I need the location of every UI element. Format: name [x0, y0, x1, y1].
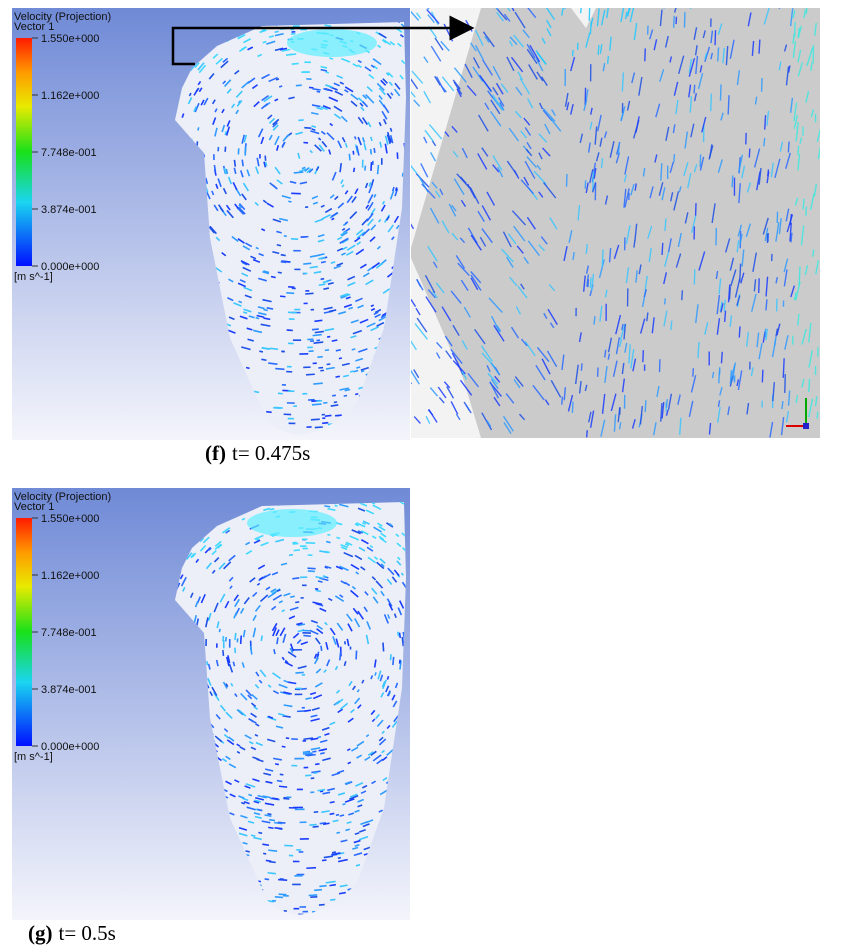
legend-label: 1.162e+000 [41, 90, 99, 102]
legend-subtitle: Vector 1 [14, 501, 54, 513]
legend-unit: [m s^-1] [14, 271, 53, 283]
legend-label: 7.748e-001 [41, 147, 97, 159]
caption-text: t= 0.5s [59, 921, 116, 945]
legend-label: 1.550e+000 [41, 513, 99, 525]
color-bar [16, 518, 32, 746]
panel-f: Velocity (Projection)Vector 11.550e+0001… [12, 8, 414, 447]
caption-label: (g) [28, 921, 53, 945]
color-bar [16, 38, 32, 266]
legend-subtitle: Vector 1 [14, 21, 54, 33]
zoom-view [403, 0, 820, 438]
legend-label: 3.874e-001 [41, 204, 97, 216]
legend-label: 1.550e+000 [41, 33, 99, 45]
panel-g: Velocity (Projection)Vector 11.550e+0001… [12, 488, 416, 930]
legend-label: 1.162e+000 [41, 570, 99, 582]
caption-text: t= 0.475s [232, 441, 310, 465]
legend-label: 7.748e-001 [41, 627, 97, 639]
caption-label: (f) [205, 441, 226, 465]
legend-label: 3.874e-001 [41, 684, 97, 696]
caption: (g)t= 0.5s [28, 921, 116, 945]
jet [247, 509, 337, 537]
figure: Velocity (Projection)Vector 11.550e+0001… [0, 0, 843, 952]
legend-unit: [m s^-1] [14, 751, 53, 763]
jet [287, 29, 377, 57]
caption: (f) t= 0.475s [205, 441, 310, 465]
